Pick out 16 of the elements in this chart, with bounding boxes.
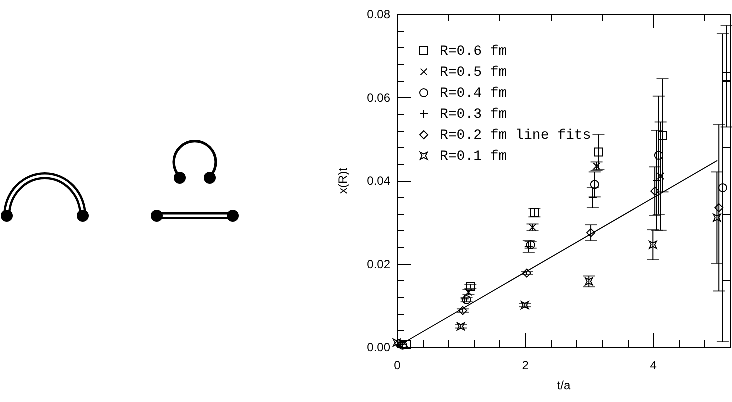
legend-label: R=0.5 fm bbox=[440, 65, 508, 81]
legend-label: R=0.3 fm bbox=[440, 107, 508, 123]
legend-label: R=0.2 fm line fits bbox=[440, 128, 592, 144]
y-tick-label: 0.04 bbox=[367, 174, 391, 188]
x-axis-title: t/a bbox=[557, 378, 571, 392]
legend-label: R=0.4 fm bbox=[440, 86, 508, 102]
y-tick-label: 0.02 bbox=[367, 257, 391, 272]
y-axis-title: x(R)t bbox=[336, 167, 350, 194]
legend-label: R=0.1 fm bbox=[440, 149, 508, 165]
legend-label: R=0.6 fm bbox=[440, 44, 508, 60]
x-tick-label: 2 bbox=[522, 358, 530, 372]
x-tick-label: 0 bbox=[394, 358, 402, 372]
y-tick-label: 0.06 bbox=[367, 90, 391, 105]
x-tick-label: 4 bbox=[650, 358, 658, 372]
y-tick-label: 0.00 bbox=[367, 340, 391, 354]
y-tick-label: 0.08 bbox=[367, 8, 391, 22]
